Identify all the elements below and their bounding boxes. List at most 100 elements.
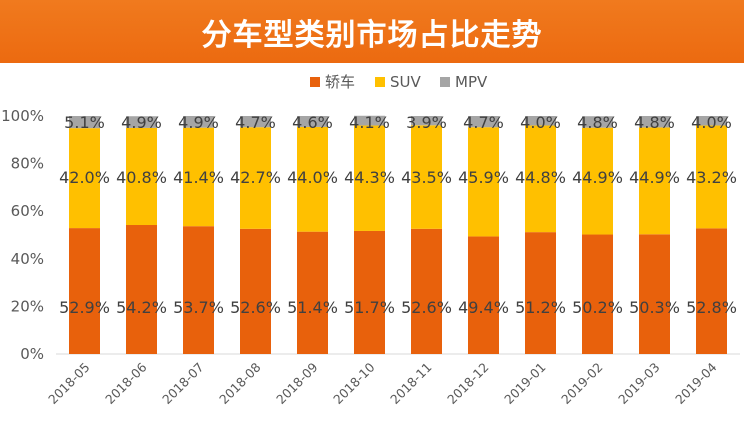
data-label: 4.8% — [634, 113, 675, 132]
title-bar: 分车型类别市场占比走势 — [0, 0, 744, 63]
data-label: 44.9% — [572, 168, 623, 187]
data-label: 51.7% — [344, 298, 395, 317]
legend-swatch — [440, 77, 450, 87]
bar-segment-轿车 — [183, 226, 214, 354]
x-tick-label: 2018-06 — [102, 359, 150, 407]
x-tick-label: 2018-08 — [216, 359, 264, 407]
bar-segment-轿车 — [696, 228, 727, 354]
data-label: 50.3% — [629, 298, 680, 317]
data-label: 44.9% — [629, 168, 680, 187]
data-label: 51.4% — [287, 298, 338, 317]
bar-segment-SUV — [525, 125, 556, 233]
data-label: 42.0% — [59, 168, 110, 187]
data-label: 4.0% — [520, 113, 561, 132]
bar-segment-SUV — [468, 127, 499, 237]
bar-segment-SUV — [69, 128, 100, 229]
bar-segment-MPV — [525, 116, 556, 126]
data-label: 44.0% — [287, 168, 338, 187]
y-tick-label: 80% — [11, 155, 44, 173]
y-tick-label: 40% — [11, 250, 44, 268]
bar-segment-MPV — [354, 115, 385, 126]
bar-segment-SUV — [411, 125, 442, 229]
bar-segment-MPV — [696, 116, 727, 126]
data-label: 51.2% — [515, 298, 566, 317]
data-label: 45.9% — [458, 168, 509, 187]
bar-segment-MPV — [411, 116, 442, 126]
bar-segment-轿车 — [126, 225, 157, 354]
bar-segment-SUV — [354, 125, 385, 231]
bar-segment-MPV — [297, 116, 328, 127]
x-tick-label: 2018-09 — [273, 359, 321, 407]
data-label: 52.8% — [686, 298, 737, 317]
data-label: 50.2% — [572, 298, 623, 317]
bar-segment-SUV — [183, 127, 214, 227]
bar-segment-SUV — [696, 125, 727, 229]
data-label: 43.5% — [401, 168, 452, 187]
bar-segment-轿车 — [525, 232, 556, 354]
bar-segment-MPV — [639, 116, 670, 128]
legend-label: 轿车 — [325, 73, 355, 91]
x-tick-label: 2018-10 — [330, 359, 378, 407]
x-tick-label: 2019-04 — [672, 359, 720, 407]
bar-segment-MPV — [468, 116, 499, 128]
bar-segment-MPV — [240, 116, 271, 128]
x-tick-label: 2018-07 — [159, 360, 207, 408]
bar-segment-MPV — [126, 116, 157, 128]
bar-segment-轿车 — [639, 234, 670, 354]
data-label: 41.4% — [173, 168, 224, 187]
bar-segment-轿车 — [468, 236, 499, 354]
data-label: 44.3% — [344, 168, 395, 187]
bar-segment-SUV — [297, 126, 328, 232]
bar-segment-轿车 — [354, 230, 385, 354]
x-tick-label: 2018-12 — [444, 360, 492, 408]
bar-segment-轿车 — [411, 228, 442, 354]
x-tick-label: 2019-02 — [558, 360, 606, 408]
data-label: 44.8% — [515, 168, 566, 187]
x-tick-label: 2018-11 — [387, 360, 435, 408]
y-tick-label: 100% — [1, 107, 44, 125]
bar-segment-轿车 — [240, 228, 271, 354]
bar-segment-SUV — [639, 127, 670, 235]
x-tick-label: 2019-03 — [615, 360, 663, 408]
data-label: 4.7% — [463, 113, 504, 132]
data-label: 3.9% — [406, 113, 447, 132]
chart-title: 分车型类别市场占比走势 — [201, 17, 543, 53]
bar-segment-轿车 — [69, 228, 100, 354]
bar-segment-SUV — [126, 127, 157, 226]
y-tick-label: 20% — [11, 297, 44, 315]
bar-segment-MPV — [183, 116, 214, 128]
y-tick-label: 0% — [20, 345, 44, 363]
bar-segment-轿车 — [297, 231, 328, 354]
data-label: 4.0% — [691, 113, 732, 132]
y-tick-label: 60% — [11, 202, 44, 220]
x-tick-label: 2019-01 — [501, 360, 549, 408]
data-label: 4.7% — [235, 113, 276, 132]
data-label: 4.1% — [349, 113, 390, 132]
data-label: 52.9% — [59, 298, 110, 317]
legend-swatch — [310, 77, 320, 87]
data-label: 52.6% — [230, 298, 281, 317]
data-label: 54.2% — [116, 298, 167, 317]
bar-segment-SUV — [582, 127, 613, 235]
data-label: 53.7% — [173, 298, 224, 317]
data-label: 40.8% — [116, 168, 167, 187]
bar-segment-轿车 — [582, 234, 613, 354]
bar-segment-MPV — [582, 116, 613, 128]
legend-label: SUV — [390, 73, 422, 91]
data-label: 42.7% — [230, 168, 281, 187]
data-label: 52.6% — [401, 298, 452, 317]
data-label: 43.2% — [686, 168, 737, 187]
bar-segment-MPV — [69, 116, 100, 129]
x-tick-label: 2018-05 — [45, 360, 93, 408]
data-label: 49.4% — [458, 298, 509, 317]
data-label: 4.9% — [178, 113, 219, 132]
bar-segment-SUV — [240, 127, 271, 229]
data-label: 4.9% — [121, 113, 162, 132]
legend-label: MPV — [455, 73, 488, 91]
data-label: 4.6% — [292, 113, 333, 132]
data-label: 5.1% — [64, 113, 105, 132]
legend-swatch — [375, 77, 385, 87]
data-label: 4.8% — [577, 113, 618, 132]
